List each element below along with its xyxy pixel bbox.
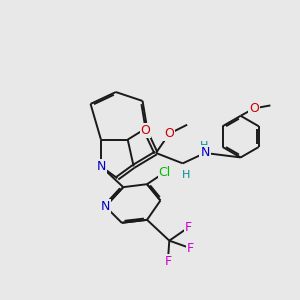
Text: N: N bbox=[200, 146, 210, 160]
Text: O: O bbox=[141, 124, 151, 137]
Text: H: H bbox=[200, 140, 208, 151]
Text: F: F bbox=[187, 242, 194, 255]
Text: N: N bbox=[101, 200, 110, 213]
Text: Cl: Cl bbox=[159, 166, 171, 179]
Text: F: F bbox=[185, 221, 192, 234]
Text: N: N bbox=[96, 160, 106, 173]
Text: O: O bbox=[164, 127, 174, 140]
Text: H: H bbox=[182, 170, 190, 180]
Text: F: F bbox=[164, 255, 171, 268]
Text: O: O bbox=[249, 102, 259, 115]
